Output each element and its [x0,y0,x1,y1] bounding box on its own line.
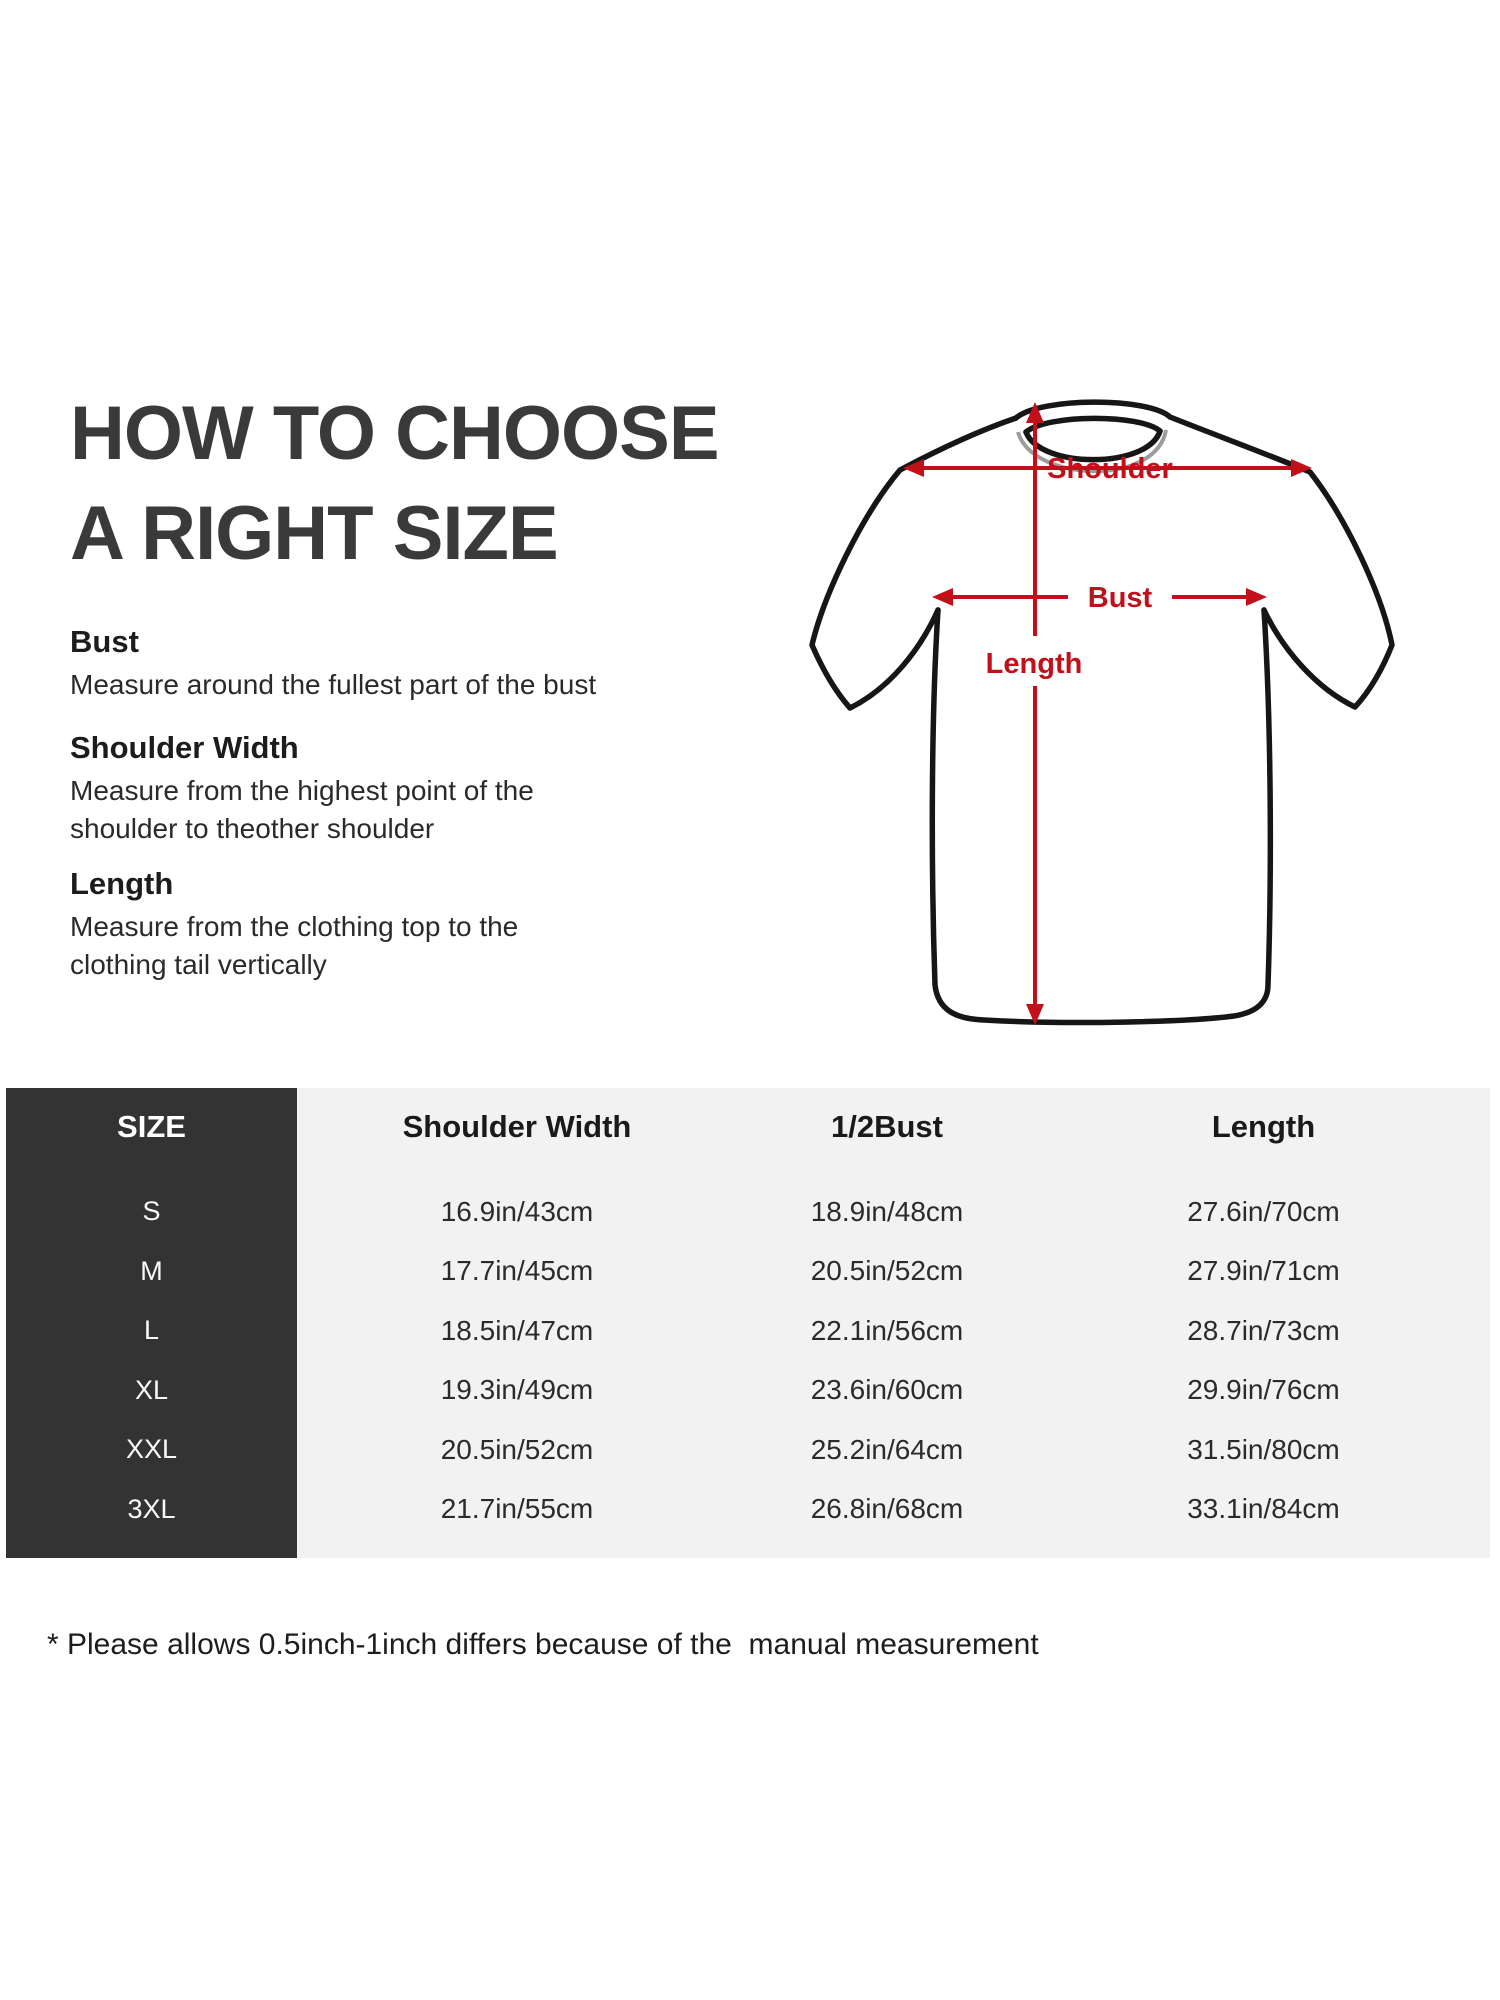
bust-arrowhead-right [1246,588,1267,606]
table-body: S 16.9in/43cm 18.9in/48cm 27.6in/70cm M … [6,1182,1490,1539]
instruction-length-heading: Length [70,866,174,901]
instruction-shoulder-width: Shoulder Width Measure from the highest … [70,728,670,848]
cell-shoulder: 20.5in/52cm [440,1433,594,1465]
instruction-length-text-line1: Measure from the clothing top to the [70,911,519,942]
cell-length: 27.9in/71cm [1187,1255,1340,1287]
cell-length: 27.6in/70cm [1187,1195,1340,1227]
cell-shoulder: 18.5in/47cm [440,1314,594,1346]
table-row-m: M 17.7in/45cm 20.5in/52cm 27.9in/71cm [6,1242,1490,1302]
cell-size: L [143,1315,160,1346]
instruction-bust-text: Measure around the fullest part of the b… [70,669,597,700]
shoulder-label: Shoulder [1047,453,1173,485]
cell-bust: 26.8in/68cm [810,1493,964,1525]
length-arrowhead-down [1026,1004,1044,1025]
collar-inner [1023,415,1163,435]
cell-size: XL [134,1374,169,1405]
measurement-arrows: Shoulder Bust Length [903,402,1312,1025]
cell-length: 29.9in/76cm [1187,1374,1340,1406]
cell-bust: 22.1in/56cm [810,1314,964,1346]
instruction-length: Length Measure from the clothing top to … [70,864,670,984]
tshirt-measurement-diagram: Shoulder Bust Length [809,399,1395,1026]
cell-size: M [140,1255,163,1286]
cell-bust: 23.6in/60cm [810,1374,964,1406]
header-size: SIZE [117,1109,186,1144]
instruction-bust: Bust Measure around the fullest part of … [70,622,670,704]
bust-arrowhead-left [932,588,953,606]
left-shoulder-seam [897,415,1019,473]
cell-shoulder: 21.7in/55cm [440,1493,594,1525]
measurement-disclaimer: * Please allows 0.5inch-1inch differs be… [47,1628,1039,1661]
cell-bust: 25.2in/64cm [810,1433,964,1465]
instruction-shoulder-text-line1: Measure from the highest point of the [70,775,534,806]
cell-bust: 18.9in/48cm [810,1195,964,1227]
instruction-bust-heading: Bust [70,624,139,659]
bust-label: Bust [1088,582,1153,614]
size-column-background [6,1088,297,1558]
length-label-backdrop [962,636,1108,686]
shoulder-arrowhead-right [1291,459,1312,477]
body-outline [929,607,1274,1026]
cell-size: XXL [125,1434,178,1465]
cell-shoulder: 19.3in/49cm [440,1374,594,1406]
table-header-row: SIZE Shoulder Width 1/2Bust Length [6,1088,1490,1166]
table-row-3xl: 3XL 21.7in/55cm 26.8in/68cm 33.1in/84cm [6,1480,1490,1540]
table-row-xxl: XXL 20.5in/52cm 25.2in/64cm 31.5in/80cm [6,1420,1490,1480]
length-label: Length [986,648,1083,680]
page-title-line2: A RIGHT SIZE [70,491,559,576]
right-shoulder-seam [1167,414,1313,475]
instruction-shoulder-heading: Shoulder Width [70,730,299,765]
table-row-xl: XL 19.3in/49cm 23.6in/60cm 29.9in/76cm [6,1361,1490,1421]
cell-length: 33.1in/84cm [1187,1493,1340,1525]
left-sleeve [809,467,941,711]
cell-size: 3XL [127,1493,176,1524]
page-title-line1: HOW TO CHOOSE [70,391,720,476]
right-sleeve [1261,469,1395,710]
table-row-s: S 16.9in/43cm 18.9in/48cm 27.6in/70cm [6,1182,1490,1242]
cell-length: 28.7in/73cm [1187,1314,1340,1346]
header-length: Length [1211,1109,1316,1144]
cell-bust: 20.5in/52cm [810,1255,964,1287]
size-chart-table: SIZE Shoulder Width 1/2Bust Length S 16.… [6,1088,1490,1558]
header-shoulder-width: Shoulder Width [402,1109,632,1144]
cell-length: 31.5in/80cm [1187,1433,1340,1465]
shoulder-arrowhead-left [903,459,924,477]
page-title: HOW TO CHOOSE A RIGHT SIZE [70,384,720,584]
instruction-shoulder-text-line2: shoulder to theother shoulder [70,813,435,844]
tshirt-outline-icon [809,399,1395,1026]
header-half-bust: 1/2Bust [831,1109,943,1144]
collar-outer [1013,399,1173,421]
instruction-length-text-line2: clothing tail vertically [70,949,327,980]
length-arrowhead-up [1026,402,1044,423]
cell-size: S [142,1196,161,1227]
collar-shadow [1016,429,1168,474]
table-row-l: L 18.5in/47cm 22.1in/56cm 28.7in/73cm [6,1301,1490,1361]
cell-shoulder: 16.9in/43cm [440,1195,594,1227]
cell-shoulder: 17.7in/45cm [440,1255,594,1287]
